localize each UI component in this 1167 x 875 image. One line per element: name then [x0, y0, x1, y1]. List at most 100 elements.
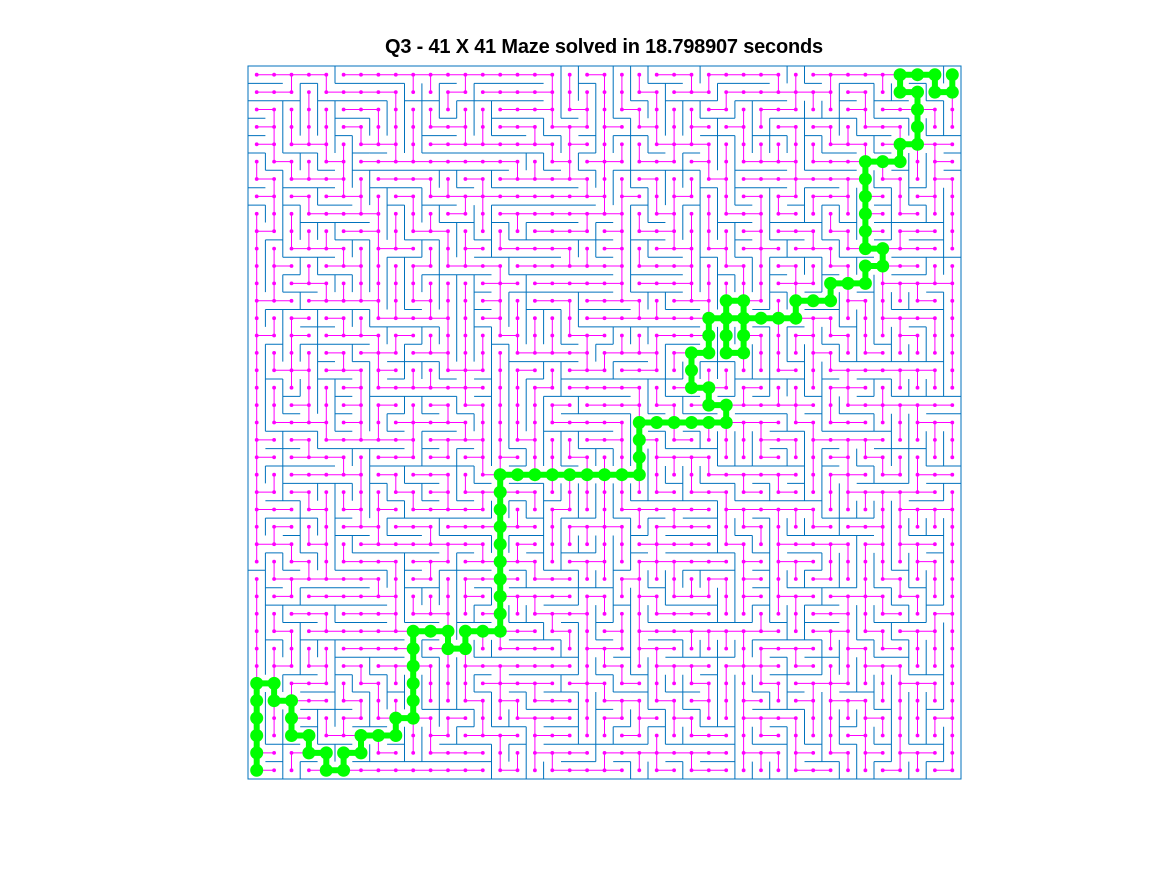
solution-path-marker — [250, 729, 264, 742]
solution-path-marker — [858, 259, 872, 273]
solution-path-marker — [702, 311, 716, 325]
solution-path-marker — [285, 694, 298, 708]
solution-path-marker — [493, 485, 507, 499]
solution-path-marker — [250, 711, 264, 725]
solution-path-marker — [702, 398, 716, 412]
solution-path-marker — [737, 346, 751, 360]
solution-path-marker — [911, 137, 924, 151]
solution-path-marker — [406, 659, 420, 673]
solution-path-marker — [267, 676, 281, 690]
solution-path-marker — [493, 503, 507, 516]
solution-path-marker — [911, 68, 924, 82]
solution-path-marker — [493, 537, 507, 551]
solution-path-marker — [250, 746, 264, 760]
solution-path-marker — [458, 624, 472, 638]
solution-path-marker — [563, 468, 577, 482]
solution-path-marker — [893, 85, 907, 99]
solution-path-marker — [406, 711, 420, 725]
solution-path-marker — [302, 729, 316, 742]
solution-path-marker — [493, 607, 507, 621]
solution-path-marker — [737, 329, 751, 342]
solution-path-marker — [685, 381, 698, 395]
solution-path-marker — [806, 294, 820, 308]
solution-path-marker — [493, 520, 507, 534]
solution-path-marker — [250, 676, 264, 690]
solution-path-marker — [476, 624, 490, 638]
tree-node-markers — [254, 72, 955, 773]
solution-path-marker — [858, 224, 872, 238]
solution-path-marker — [754, 311, 768, 325]
solution-path-marker — [702, 346, 716, 360]
solution-path-marker — [267, 694, 281, 708]
solution-path-marker — [719, 329, 733, 342]
solution-path-marker — [493, 555, 507, 569]
solution-path-marker — [789, 294, 803, 308]
solution-path-marker — [337, 746, 351, 760]
solution-path-marker — [858, 207, 872, 221]
solution-path-marker — [685, 416, 698, 429]
solution-path-marker — [893, 68, 907, 82]
solution-path-marker — [876, 155, 890, 169]
solution-path-marker — [771, 311, 785, 325]
solution-path-marker — [858, 276, 872, 290]
solution-path-marker — [650, 416, 664, 429]
solution-path-marker — [685, 346, 698, 360]
solution-path-marker — [371, 729, 385, 742]
solution-path-marker — [337, 763, 351, 777]
solution-path-marker — [702, 416, 716, 429]
solution-path-marker — [719, 311, 733, 325]
solution-path-marker — [250, 694, 264, 708]
solution-path-marker — [424, 624, 438, 638]
solution-path-marker — [406, 624, 420, 638]
solution-path-marker — [632, 433, 646, 447]
solution-path-marker — [911, 120, 924, 134]
solution-path-marker — [441, 624, 455, 638]
solution-path-marker — [406, 642, 420, 656]
plot-title: Q3 - 41 X 41 Maze solved in 18.798907 se… — [385, 36, 823, 58]
solution-path-marker — [319, 746, 333, 760]
solution-path-marker — [911, 103, 924, 116]
solution-path-marker — [493, 468, 507, 482]
solution-path-marker — [615, 468, 629, 482]
solution-path-marker — [928, 68, 942, 82]
solution-path-marker — [511, 468, 524, 482]
solution-path-marker — [441, 642, 455, 656]
solution-path-marker — [632, 468, 646, 482]
maze-wall-lines — [247, 65, 962, 780]
solution-path-marker — [406, 694, 420, 708]
solution-path-marker — [632, 450, 646, 464]
solution-path-marker — [528, 468, 542, 482]
solution-path-marker — [945, 68, 959, 82]
solution-path-marker — [824, 294, 838, 308]
solution-path-marker — [580, 468, 594, 482]
solution-path-marker — [302, 746, 316, 760]
solution-path-marker — [319, 763, 333, 777]
solution-path-marker — [858, 172, 872, 186]
solution-path-marker — [493, 572, 507, 586]
solution-path-marker — [354, 729, 368, 742]
solution-path-marker — [285, 711, 298, 725]
solution-path-marker — [632, 416, 646, 429]
solution-path-marker — [858, 189, 872, 203]
solution-path-marker — [737, 311, 751, 325]
solution-path-marker — [285, 729, 298, 742]
solution-path — [250, 68, 959, 777]
solution-path-marker — [702, 381, 716, 395]
solution-path-marker — [719, 346, 733, 360]
solution-path-marker — [841, 276, 855, 290]
solution-path-marker — [893, 137, 907, 151]
solution-path-marker — [493, 589, 507, 603]
solution-path-marker — [893, 155, 907, 169]
solution-path-marker — [737, 294, 751, 308]
solution-path-marker — [858, 155, 872, 169]
maze-solver-tree — [254, 72, 955, 773]
solution-path-marker — [545, 468, 559, 482]
maze-walls — [247, 65, 962, 780]
solution-path-marker — [719, 416, 733, 429]
solution-path-marker — [250, 763, 264, 777]
solution-path-marker — [945, 85, 959, 99]
solution-path-marker — [458, 642, 472, 656]
solution-path-marker — [824, 276, 838, 290]
solution-path-marker — [389, 711, 403, 725]
